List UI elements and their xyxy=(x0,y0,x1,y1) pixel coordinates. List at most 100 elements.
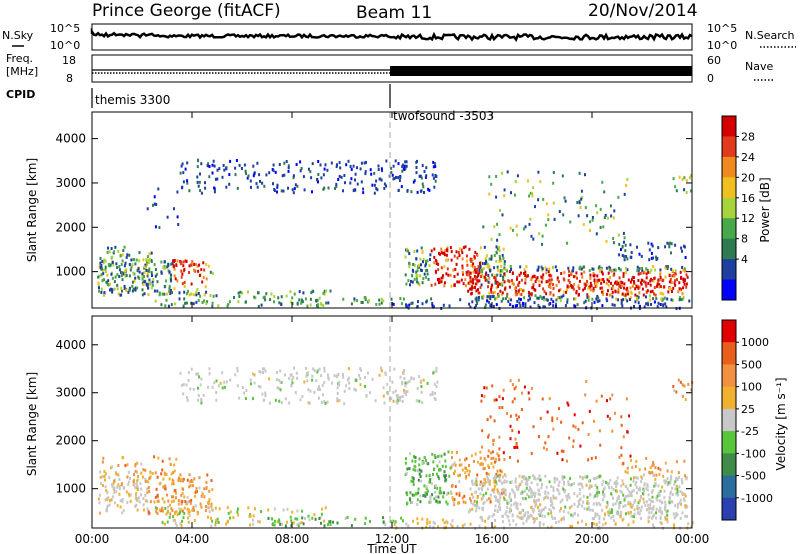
scatter-cell xyxy=(273,507,276,511)
scatter-cell xyxy=(537,513,540,516)
scatter-cell xyxy=(208,165,211,168)
scatter-cell xyxy=(455,262,458,266)
scatter-cell xyxy=(542,305,545,309)
scatter-cell xyxy=(453,275,456,278)
scatter-cell xyxy=(583,301,586,305)
scatter-cell xyxy=(249,514,252,518)
scatter-cell xyxy=(205,263,208,266)
scatter-cell xyxy=(544,266,547,270)
scatter-cell xyxy=(545,297,548,301)
scatter-cell xyxy=(109,499,111,503)
scatter-cell xyxy=(479,261,481,265)
scatter-cell xyxy=(123,245,126,249)
scatter-cell xyxy=(632,479,635,483)
scatter-cell xyxy=(642,293,645,297)
scatter-cell xyxy=(468,508,471,512)
scatter-cell xyxy=(644,283,647,287)
scatter-cell xyxy=(662,292,665,296)
scatter-cell xyxy=(101,267,104,271)
y-tick-label: 4000 xyxy=(55,132,86,146)
scatter-cell xyxy=(495,476,498,480)
scatter-cell xyxy=(544,474,547,478)
scatter-cell xyxy=(487,449,490,453)
scatter-cell xyxy=(509,414,512,418)
scatter-cell xyxy=(495,495,497,499)
scatter-cell xyxy=(137,275,140,279)
scatter-cell xyxy=(484,262,486,266)
scatter-cell xyxy=(553,480,556,484)
scatter-cell xyxy=(162,477,165,481)
scatter-cell xyxy=(290,524,293,528)
scatter-cell xyxy=(487,280,490,284)
scatter-cell xyxy=(337,178,340,181)
scatter-cell xyxy=(595,297,598,301)
scatter-cell xyxy=(593,279,596,282)
scatter-cell xyxy=(430,283,433,287)
scatter-cell xyxy=(194,504,197,508)
scatter-cell xyxy=(236,510,239,514)
scatter-cell xyxy=(610,281,612,285)
scatter-cell xyxy=(111,465,114,469)
scatter-cell xyxy=(195,293,198,297)
scatter-cell xyxy=(459,473,461,477)
scatter-cell xyxy=(186,179,189,183)
scatter-cell xyxy=(659,515,662,519)
scatter-cell xyxy=(488,175,491,179)
colorbar-swatch xyxy=(722,453,736,476)
scatter-cell xyxy=(121,511,124,515)
scatter-cell xyxy=(580,272,583,276)
nsky-panel: N.Sky 10^5 10^0 10^5 10^0 N.Search xyxy=(2,22,796,52)
scatter-cell xyxy=(630,494,633,497)
scatter-cell xyxy=(590,484,593,488)
scatter-cell xyxy=(303,380,306,384)
scatter-cell xyxy=(402,371,405,375)
scatter-cell xyxy=(150,251,153,255)
scatter-cell xyxy=(665,305,668,309)
scatter-cell xyxy=(174,277,177,281)
scatter-cell xyxy=(113,280,116,284)
scatter-cell xyxy=(668,501,671,505)
scatter-cell xyxy=(541,267,544,271)
scatter-cell xyxy=(180,502,183,506)
scatter-cell xyxy=(173,260,176,264)
scatter-cell xyxy=(483,467,486,470)
scatter-cell xyxy=(672,269,674,273)
scatter-cell xyxy=(662,303,665,307)
scatter-cell xyxy=(179,371,182,375)
scatter-cell xyxy=(646,268,649,272)
scatter-cell xyxy=(317,303,319,307)
scatter-cell xyxy=(461,251,464,255)
scatter-cell xyxy=(541,234,544,238)
scatter-cell xyxy=(395,394,398,397)
scatter-cell xyxy=(578,201,581,205)
scatter-cell xyxy=(634,293,637,297)
scatter-cell xyxy=(187,371,190,375)
scatter-cell xyxy=(649,503,652,507)
scatter-cell xyxy=(101,279,104,283)
scatter-cell xyxy=(683,384,686,388)
scatter-cell xyxy=(635,285,638,289)
scatter-cell xyxy=(453,283,456,287)
scatter-cell xyxy=(460,278,463,282)
scatter-cell xyxy=(438,277,441,281)
scatter-cell xyxy=(550,511,553,515)
scatter-cell xyxy=(425,474,428,478)
scatter-cell xyxy=(518,281,521,284)
scatter-cell xyxy=(530,490,533,494)
scatter-cell xyxy=(493,480,496,484)
scatter-cell xyxy=(491,273,494,277)
scatter-cell xyxy=(176,513,179,517)
scatter-cell xyxy=(598,515,601,519)
scatter-cell xyxy=(563,196,566,200)
scatter-cell xyxy=(121,498,124,501)
scatter-cell xyxy=(465,273,468,277)
scatter-cell xyxy=(201,301,204,305)
scatter-cell xyxy=(366,300,369,304)
scatter-cell xyxy=(629,505,632,508)
scatter-cell xyxy=(191,261,194,265)
scatter-cell xyxy=(617,290,620,294)
scatter-cell xyxy=(186,507,189,511)
scatter-cell xyxy=(600,281,603,285)
scatter-cell xyxy=(402,297,405,301)
